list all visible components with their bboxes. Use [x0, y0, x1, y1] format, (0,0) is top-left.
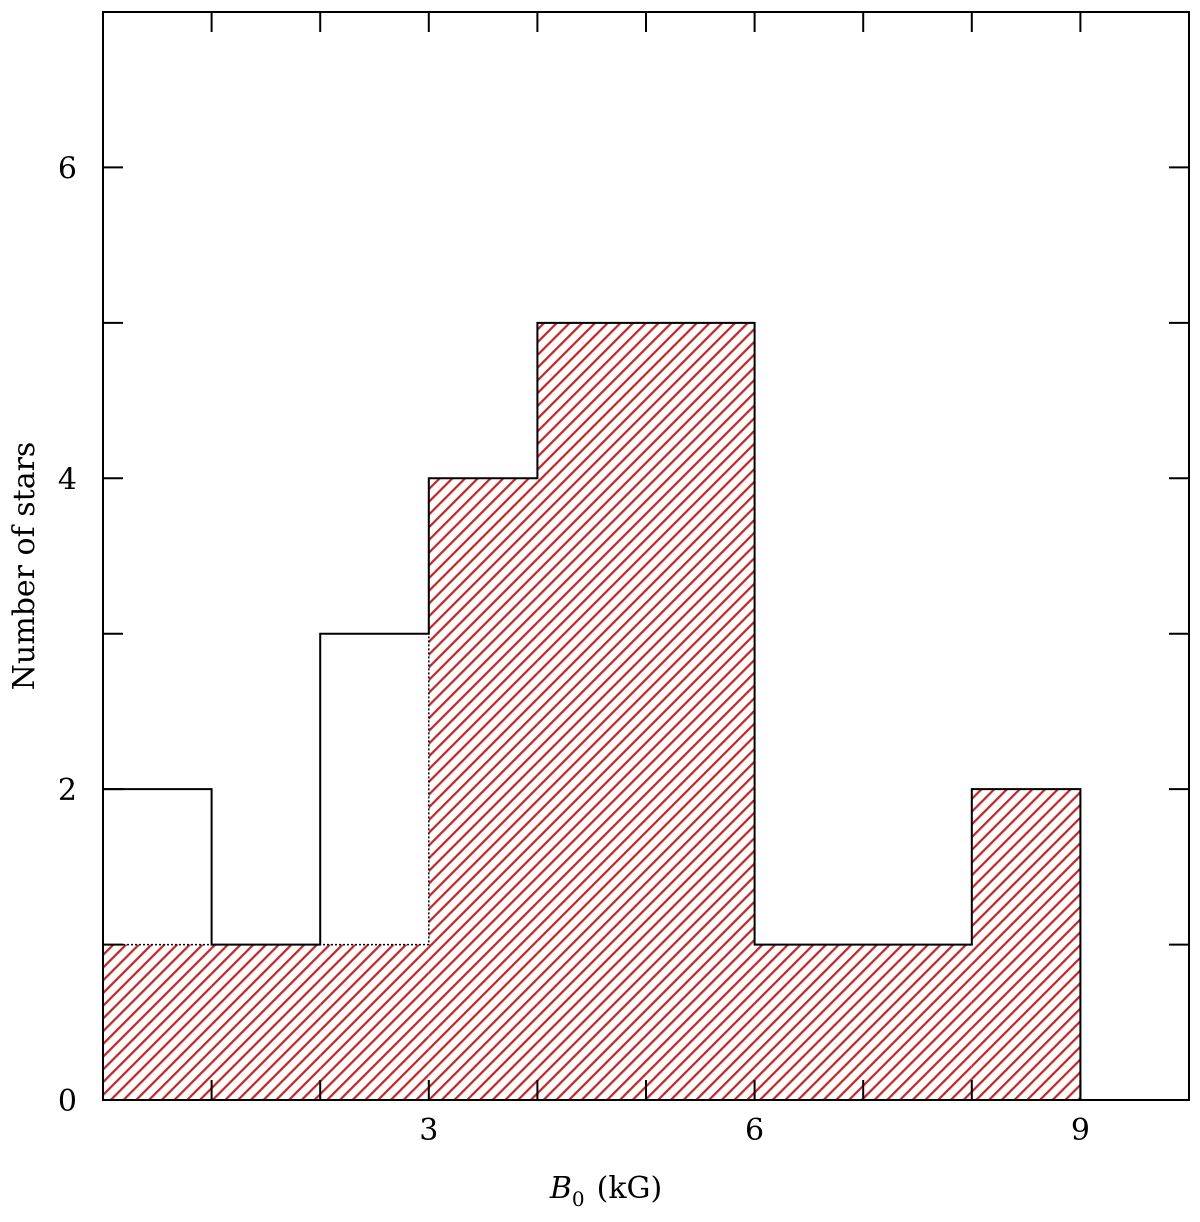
axis-ticks: [103, 12, 1189, 1100]
y-tick-label: 2: [58, 773, 77, 808]
x-tick-label: 9: [1071, 1113, 1090, 1148]
hatched-series: [103, 322, 1081, 1100]
x-tick-label: 3: [419, 1113, 438, 1148]
x-axis-unit: (kG): [597, 1171, 663, 1206]
x-axis-label: B0 (kG): [549, 1171, 662, 1211]
y-tick-label: 6: [58, 151, 77, 186]
outline-step-histogram: [103, 321, 1189, 1101]
x-axis-subscript: 0: [572, 1187, 585, 1211]
x-axis-symbol: B: [549, 1171, 572, 1206]
outline-series: [103, 321, 1189, 1101]
y-axis-label: Number of stars: [7, 442, 42, 691]
hatched-bar: [103, 944, 212, 1100]
hatched-bar: [971, 789, 1081, 1100]
hatched-bar: [428, 478, 538, 1100]
y-tick-label: 0: [58, 1084, 77, 1119]
hatched-bar: [320, 944, 429, 1100]
x-tick-label: 6: [745, 1113, 764, 1148]
hatched-bar: [754, 944, 972, 1100]
y-tick-label: 4: [58, 462, 77, 497]
hatched-bar: [537, 322, 755, 1100]
tick-labels: 3 6 9 0 2 4 6: [58, 151, 1090, 1148]
hatched-bar: [211, 944, 321, 1100]
